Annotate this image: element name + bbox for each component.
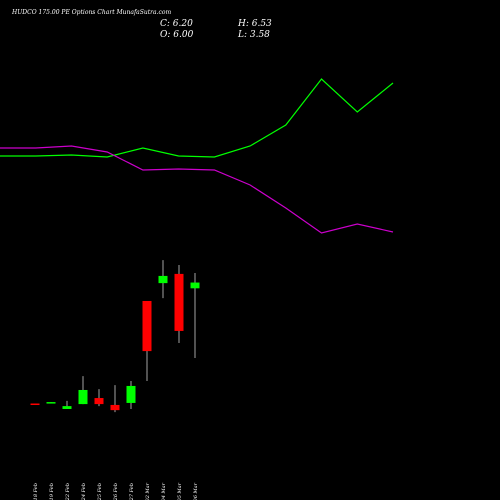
x-tick-label: 04 Mar [161,482,167,500]
x-tick-label: 02 Mar [145,482,151,500]
x-tick-label: 27 Feb [129,483,135,500]
x-tick-label: 22 Feb [65,483,71,500]
candle-body [78,389,88,405]
ohlc-label: C: 6.20 [160,19,193,29]
x-tick-label: 18 Feb [33,483,39,500]
candle-body [142,300,152,352]
x-tick-label: 25 Feb [97,483,103,500]
x-tick-label: 05 Mar [177,482,183,500]
line-series [0,145,394,234]
candle-body [46,402,56,404]
x-tick-label: 24 Feb [81,483,87,500]
line-series [0,78,394,158]
candle-body [62,406,72,409]
x-tick-label: 06 Mar [193,482,199,500]
candle-body [126,385,136,403]
candle-body [30,403,40,406]
x-tick-label: 26 Feb [113,483,119,500]
ohlc-label: H: 6.53 [237,19,272,29]
x-tick-label: 19 Feb [49,483,55,500]
candle-body [158,275,168,284]
ohlc-label: O: 6.00 [160,30,194,40]
candle-body [110,404,120,411]
candle-body [94,398,104,405]
ohlc-label: L: 3.58 [237,30,270,40]
candle-body [190,282,200,289]
chart-title: HUDCO 175.00 PE Options Chart MunafaSutr… [11,9,171,16]
candle-body [174,273,184,331]
